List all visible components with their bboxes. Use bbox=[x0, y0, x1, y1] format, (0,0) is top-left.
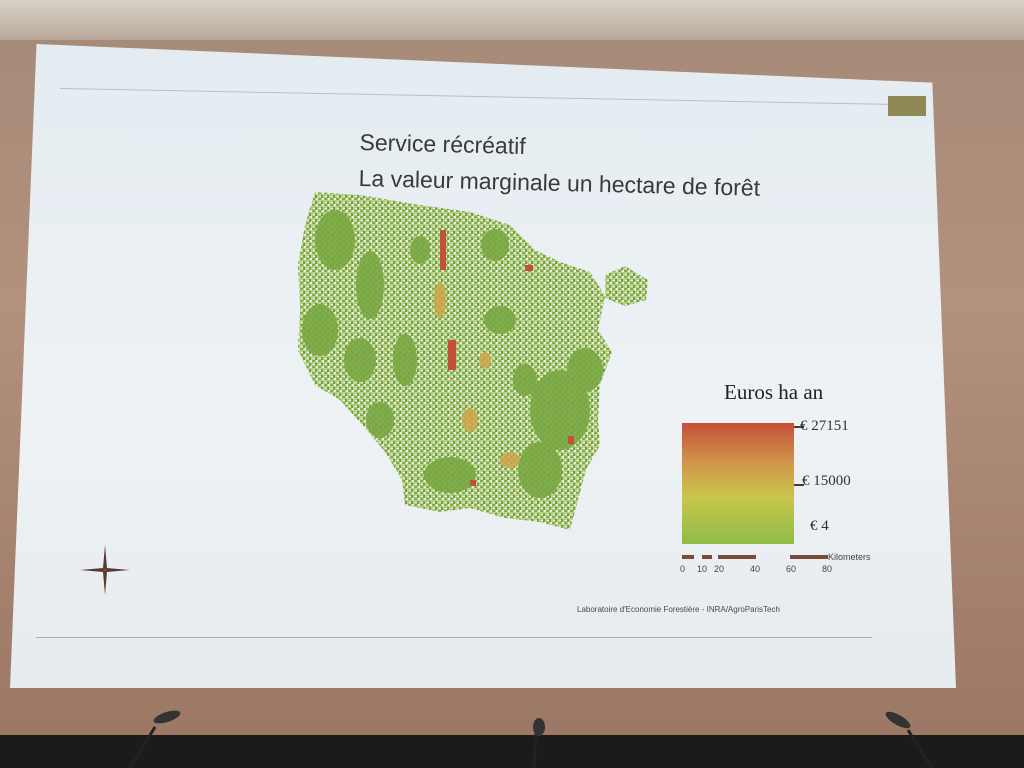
scale-tick-10: 10 bbox=[697, 564, 708, 574]
scale-segment bbox=[718, 555, 756, 559]
slide-bottom-rule bbox=[36, 637, 872, 638]
scale-unit: Kilometers bbox=[828, 552, 871, 562]
legend-color-ramp bbox=[682, 423, 794, 544]
legend-tick-max bbox=[794, 426, 804, 428]
scale-segment bbox=[682, 555, 694, 559]
legend-title: Euros ha an bbox=[724, 380, 824, 404]
ceiling bbox=[0, 0, 1024, 40]
slide-credit: Laboratoire d'Economie Forestière - INRA… bbox=[577, 605, 780, 614]
legend-label-min: € 4 bbox=[810, 518, 829, 534]
forest-patches bbox=[302, 210, 603, 498]
scale-segment bbox=[790, 555, 828, 559]
scale-tick-80: 80 bbox=[822, 564, 833, 574]
region-enclave bbox=[605, 266, 648, 306]
slide-corner-tab bbox=[888, 96, 926, 116]
scale-segment bbox=[702, 555, 712, 559]
microphone-icon bbox=[532, 718, 545, 768]
microphone-icon bbox=[128, 710, 181, 768]
compass-rose-icon bbox=[80, 545, 130, 595]
scale-tick-40: 40 bbox=[750, 564, 761, 574]
legend-label-max: € 27151 bbox=[800, 418, 849, 434]
high-value-hotspots bbox=[440, 230, 574, 486]
microphone-icon bbox=[885, 711, 934, 768]
legend-tick-mid bbox=[794, 484, 804, 486]
stage-floor bbox=[0, 735, 1024, 768]
scale-tick-0: 0 bbox=[680, 564, 686, 574]
legend-label-mid: € 15000 bbox=[802, 473, 851, 489]
scale-tick-60: 60 bbox=[786, 564, 797, 574]
mid-value-areas bbox=[434, 282, 520, 468]
scale-tick-20: 20 bbox=[714, 564, 725, 574]
